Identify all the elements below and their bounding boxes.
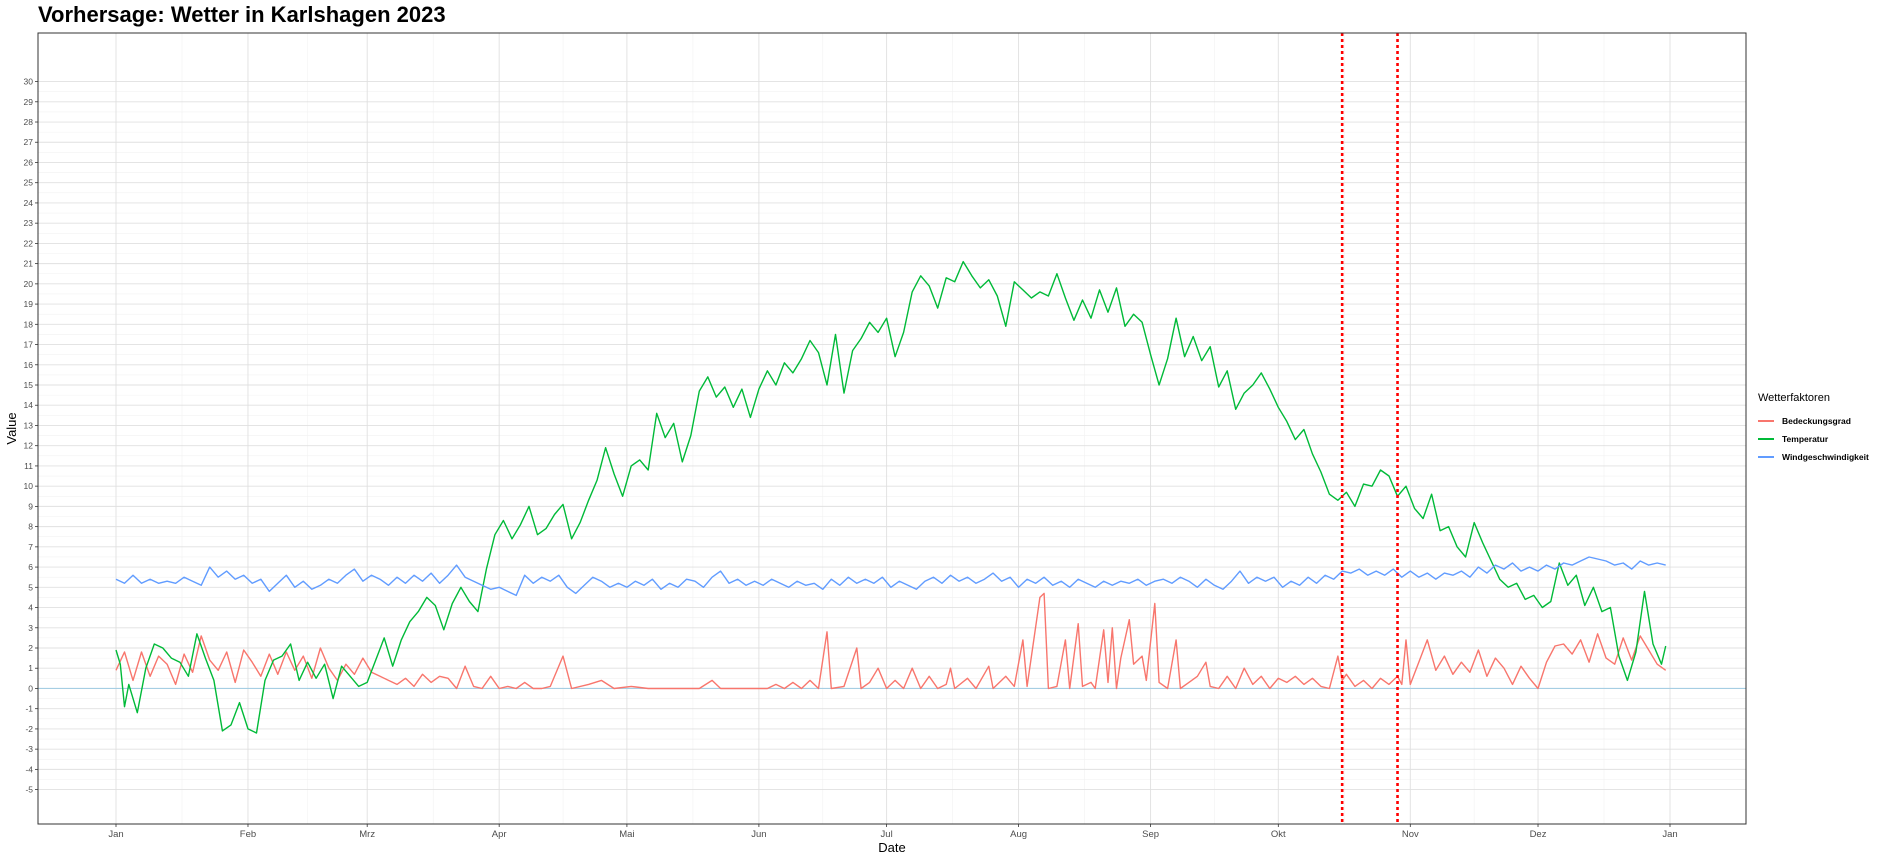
legend-label: Bedeckungsgrad (1782, 416, 1851, 426)
x-tick-label: Sep (1142, 829, 1159, 840)
x-tick-label: Feb (240, 829, 256, 840)
y-tick-label: 29 (24, 97, 34, 107)
legend-label: Temperatur (1782, 434, 1829, 444)
y-tick-label: 0 (28, 683, 33, 693)
x-tick-label: Dez (1530, 829, 1547, 840)
y-tick-label: 25 (24, 178, 34, 188)
y-tick-label: -3 (25, 744, 33, 754)
y-tick-label: 12 (24, 441, 34, 451)
y-tick-label: 7 (28, 542, 33, 552)
x-axis-title: Date (878, 840, 905, 855)
y-axis: -5-4-3-2-1012345678910111213141516171819… (24, 77, 38, 795)
vertical-marker-lines (1340, 33, 1399, 824)
y-tick-label: 4 (28, 603, 33, 613)
chart-title: Vorhersage: Wetter in Karlshagen 2023 (38, 2, 446, 27)
x-tick-label: Jul (881, 829, 893, 840)
y-tick-label: 2 (28, 643, 33, 653)
y-tick-label: 18 (24, 319, 34, 329)
y-tick-label: 23 (24, 218, 34, 228)
x-tick-label: Mrz (359, 829, 375, 840)
y-tick-label: 11 (24, 461, 33, 471)
x-axis: Jan Feb Mrz Apr Mai Jun Jul Aug Sep Okt Nov Dez Jan (108, 824, 1678, 840)
y-tick-label: 17 (24, 340, 34, 350)
y-tick-label: 19 (24, 299, 34, 309)
y-tick-label: -1 (25, 704, 33, 714)
legend-item: Temperatur (1758, 430, 1876, 448)
y-tick-label: -4 (25, 764, 33, 774)
y-tick-label: 16 (24, 360, 34, 370)
y-tick-label: 8 (28, 522, 33, 532)
y-tick-label: 14 (24, 400, 34, 410)
minor-gridlines (38, 33, 1746, 824)
x-tick-label: Okt (1271, 829, 1286, 840)
y-tick-label: 13 (24, 420, 34, 430)
y-tick-label: 10 (24, 481, 34, 491)
y-tick-label: 30 (24, 77, 34, 87)
x-tick-label: Jan (108, 829, 123, 840)
y-tick-label: 24 (24, 198, 34, 208)
legend-key (1758, 456, 1774, 458)
y-tick-label: -5 (25, 785, 33, 795)
y-tick-label: 28 (24, 117, 34, 127)
y-tick-label: 1 (28, 663, 33, 673)
x-tick-label: Aug (1010, 829, 1027, 840)
major-gridlines (38, 33, 1746, 824)
plot-panel-border (37, 32, 1747, 825)
legend-key (1758, 438, 1774, 440)
series-line-temperatur (115, 260, 1667, 734)
y-axis-title: Value (4, 412, 19, 444)
series-line-windgeschwindigkeit (115, 556, 1666, 597)
y-tick-label: 9 (28, 501, 33, 511)
y-tick-label: 22 (24, 238, 34, 248)
y-tick-label: 21 (24, 259, 34, 269)
y-tick-label: 27 (24, 137, 34, 147)
y-tick-label: -2 (25, 724, 33, 734)
x-tick-label: Apr (492, 829, 507, 840)
legend-item: Windgeschwindigkeit (1758, 448, 1876, 466)
legend-title: Wetterfaktoren (1758, 392, 1830, 404)
y-tick-label: 20 (24, 279, 34, 289)
legend-items: Bedeckungsgrad Temperatur Windgeschwindigk… (1758, 412, 1876, 466)
series-lines (115, 260, 1667, 734)
y-tick-label: 6 (28, 562, 33, 572)
y-tick-label: 5 (28, 582, 33, 592)
x-tick-label: Jan (1662, 829, 1677, 840)
x-tick-label: Mai (619, 829, 634, 840)
legend: Wetterfaktoren Bedeckungsgrad Temperatur W… (1758, 392, 1876, 466)
legend-item: Bedeckungsgrad (1758, 412, 1876, 430)
legend-label: Windgeschwindigkeit (1782, 452, 1869, 462)
x-tick-label: Jun (751, 829, 766, 840)
x-tick-label: Nov (1402, 829, 1419, 840)
y-tick-label: 15 (24, 380, 34, 390)
y-tick-label: 3 (28, 623, 33, 633)
legend-key (1758, 420, 1774, 422)
y-tick-label: 26 (24, 157, 34, 167)
